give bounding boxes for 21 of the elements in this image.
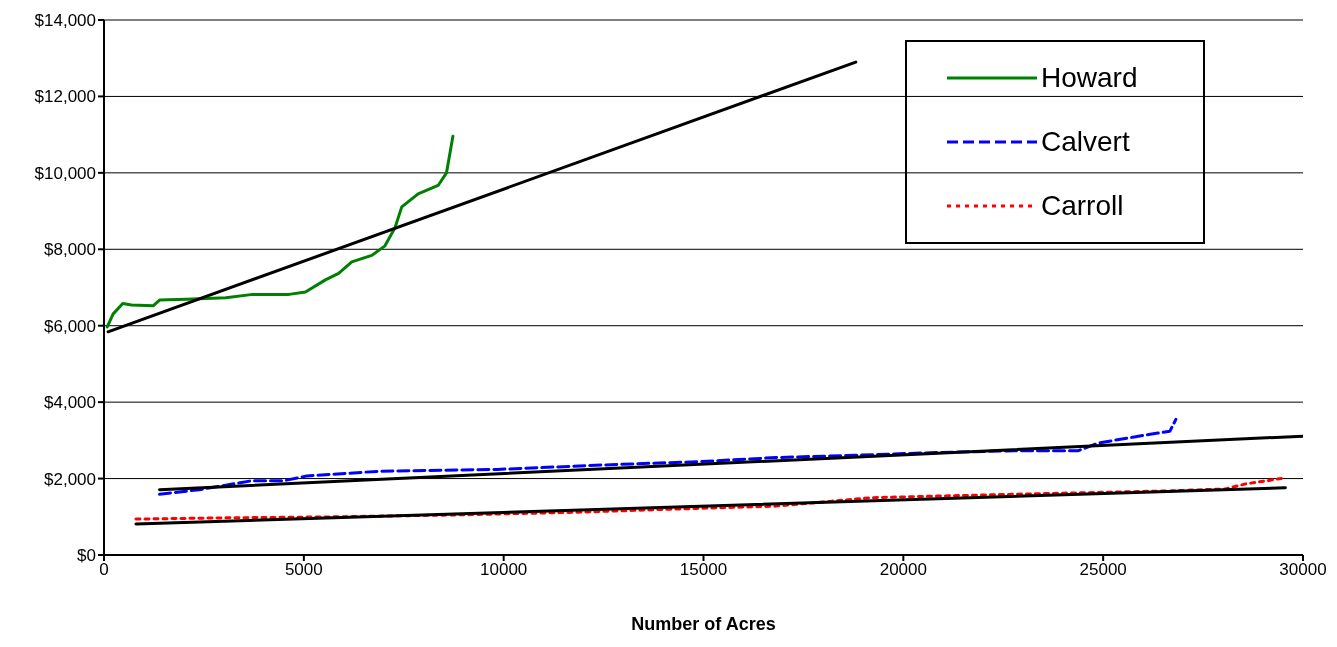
legend-label: Howard	[1041, 62, 1138, 94]
x-tick-label: 25000	[1079, 560, 1127, 580]
line-series	[105, 134, 455, 329]
line-series	[158, 417, 1178, 496]
legend-label: Carroll	[1041, 190, 1124, 222]
y-tick-label: $4,000	[44, 393, 96, 413]
y-tick-label: $6,000	[44, 316, 96, 336]
legend-label: Calvert	[1041, 126, 1130, 158]
y-tick-label: $12,000	[34, 87, 96, 107]
x-tick-label: 5000	[284, 560, 323, 580]
x-tick-label: 20000	[879, 560, 927, 580]
x-tick-label: 0	[99, 560, 109, 580]
x-tick-label: 15000	[679, 560, 728, 580]
x-axis-title: Number of Acres	[631, 614, 776, 634]
y-tick-label: $10,000	[34, 163, 96, 183]
y-tick-label: $14,000	[34, 11, 96, 31]
x-tick-label: 10000	[480, 560, 528, 580]
y-tick-label: $0	[77, 546, 96, 566]
y-tick-label: $8,000	[44, 240, 96, 260]
y-tick-label: $2,000	[44, 469, 96, 489]
x-tick-label: 30000	[1279, 560, 1327, 580]
